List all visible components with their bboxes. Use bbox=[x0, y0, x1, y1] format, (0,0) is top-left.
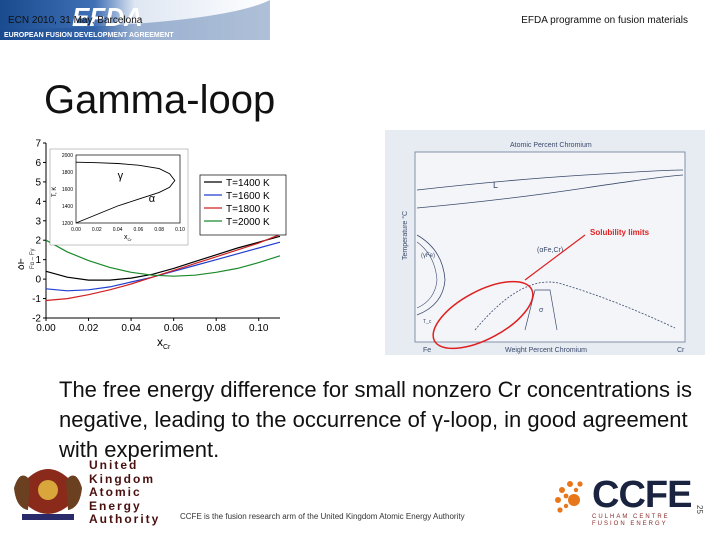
inset-x-tick-label: 0.08 bbox=[154, 227, 164, 233]
programme-meta: EFDA programme on fusion materials bbox=[521, 15, 688, 26]
ccfe-subtitle-2: FUSION ENERGY bbox=[592, 521, 668, 527]
ukaea-line-5: Authority bbox=[89, 512, 161, 526]
legend-entry: T=2000 K bbox=[226, 217, 270, 228]
y-tick-label: 3 bbox=[35, 216, 41, 227]
phase-diagram-y-axis-label: Temperature °C bbox=[401, 211, 409, 260]
ccfe-wordmark: CCFE bbox=[592, 474, 692, 516]
conference-meta: ECN 2010, 31 May, Barcelona bbox=[8, 15, 143, 26]
x-tick-label: 0.08 bbox=[206, 323, 226, 334]
x-axis-label-subscript: Cr bbox=[163, 344, 171, 350]
phase-diagram-bottom-axis-label: Weight Percent Chromium bbox=[505, 347, 587, 354]
series-line bbox=[45, 239, 281, 277]
ukaea-line-3: Atomic bbox=[89, 485, 142, 499]
efda-banner-caption: EUROPEAN FUSION DEVELOPMENT AGREEMENT bbox=[4, 32, 174, 39]
phase-label-sigma: σ bbox=[539, 307, 544, 314]
liquidus-curve bbox=[416, 169, 684, 191]
solidus-curve bbox=[416, 174, 684, 209]
x-tick-label: 0.02 bbox=[79, 323, 99, 334]
chart-legend: T=1400 K T=1600 K T=1800 K T=2000 K bbox=[199, 174, 287, 236]
inset-frame bbox=[75, 154, 181, 224]
slide-title: Gamma-loop bbox=[44, 78, 276, 122]
solubility-limit-label: Solubility limits bbox=[590, 228, 650, 237]
inset-x-tick-label: 0.04 bbox=[113, 227, 123, 233]
ukaea-line-4: Energy bbox=[89, 498, 142, 513]
inset-y-tick-label: 1200 bbox=[62, 221, 73, 227]
free-energy-series bbox=[45, 233, 281, 302]
inset-x-axis-subscript: Cr bbox=[128, 237, 133, 242]
page-number: 25 bbox=[694, 505, 704, 514]
phase-label-liquid: L bbox=[493, 180, 498, 190]
sigma-phase-region bbox=[524, 289, 558, 331]
inset-y-tick-label: 2000 bbox=[62, 153, 73, 159]
inset-x-tick-label: 0.02 bbox=[92, 227, 102, 233]
efda-logo-text: EFDA bbox=[72, 2, 143, 32]
inset-y-axis-label: T, K bbox=[52, 187, 58, 197]
inset-x-tick-label: 0.06 bbox=[134, 227, 144, 233]
ukaea-crest-logo bbox=[14, 469, 82, 520]
y-tick-label: -1 bbox=[32, 294, 41, 305]
y-axis-note: Fα – Fγ bbox=[30, 249, 36, 269]
ukaea-line-1: United bbox=[89, 458, 139, 472]
x-tick-label: 0.00 bbox=[36, 323, 56, 334]
free-energy-chart: 0.00 0.02 0.04 0.06 0.08 0.10 -2 -1 0 1 2 3 4 5 6 7 xCr δ… bbox=[18, 139, 287, 350]
inset-boundary-line bbox=[75, 161, 176, 224]
x-tick-label: 0.10 bbox=[249, 323, 269, 334]
inset-x-tick-label: 0.10 bbox=[175, 227, 185, 233]
ukaea-wordmark: United Kingdom Atomic Energy Authority bbox=[89, 458, 161, 527]
y-tick-label: 4 bbox=[35, 197, 41, 208]
inset-gamma-label: γ bbox=[118, 170, 124, 182]
inset-y-tick-label: 1400 bbox=[62, 204, 73, 210]
phase-label-gamma: (γFe) bbox=[421, 253, 435, 259]
y-tick-label: 0 bbox=[35, 275, 41, 286]
y-tick-label: 2 bbox=[35, 236, 41, 247]
fe-cr-phase-diagram: Atomic Percent Chromium Weight Percent C… bbox=[385, 130, 705, 355]
solubility-limit-ellipse bbox=[432, 280, 534, 350]
inset-y-tick-label: 1600 bbox=[62, 187, 73, 193]
gamma-loop-curve bbox=[416, 234, 446, 316]
series-line bbox=[45, 233, 281, 302]
phase-diagram-cr-label: Cr bbox=[677, 347, 685, 354]
gamma-loop-inner-curve bbox=[416, 241, 438, 309]
ccfe-sun-icon bbox=[555, 481, 583, 513]
inset-background bbox=[49, 148, 189, 246]
inset-x-tick-label: 0.00 bbox=[71, 227, 81, 233]
phase-boundary-inset: 0.00 0.02 0.04 0.06 0.08 0.10 1200 1400 1600 1800… bbox=[49, 148, 189, 246]
x-tick-label: 0.04 bbox=[121, 323, 141, 334]
y-tick-label: 6 bbox=[35, 158, 41, 169]
phase-label-tc: T_c bbox=[423, 319, 432, 325]
legend-frame bbox=[199, 174, 287, 236]
sigma-phase-dome bbox=[474, 281, 676, 331]
phase-label-alpha: (αFe,Cr) bbox=[537, 247, 563, 254]
y-tick-label: 1 bbox=[35, 255, 41, 266]
inset-x-axis-label: xCr bbox=[124, 234, 132, 242]
solubility-limit-pointer bbox=[524, 234, 586, 281]
header-banner: EFDA EUROPEAN FUSION DEVELOPMENT AGREEME… bbox=[0, 0, 270, 40]
series-line bbox=[45, 235, 281, 281]
ukaea-line-2: Kingdom bbox=[89, 471, 155, 486]
phase-diagram-fe-label: Fe bbox=[423, 347, 431, 354]
y-axis-label: δF bbox=[18, 258, 27, 270]
slide-body-text: The free energy difference for small non… bbox=[59, 377, 693, 462]
ccfe-subtitle-1: CULHAM CENTRE bbox=[592, 514, 670, 520]
legend-entry: T=1600 K bbox=[226, 191, 270, 202]
phase-diagram-top-axis-label: Atomic Percent Chromium bbox=[510, 142, 592, 149]
y-tick-label: 7 bbox=[35, 139, 41, 150]
legend-entry: T=1800 K bbox=[226, 204, 270, 215]
y-tick-label: -2 bbox=[32, 314, 41, 325]
legend-entry: T=1400 K bbox=[226, 178, 270, 189]
inset-y-tick-label: 1800 bbox=[62, 170, 73, 176]
x-axis-label: xCr bbox=[157, 335, 171, 350]
x-tick-label: 0.06 bbox=[164, 323, 184, 334]
ccfe-footer-note: CCFE is the fusion research arm of the U… bbox=[180, 512, 465, 521]
inset-alpha-label: α bbox=[149, 193, 156, 205]
y-tick-label: 5 bbox=[35, 177, 41, 188]
